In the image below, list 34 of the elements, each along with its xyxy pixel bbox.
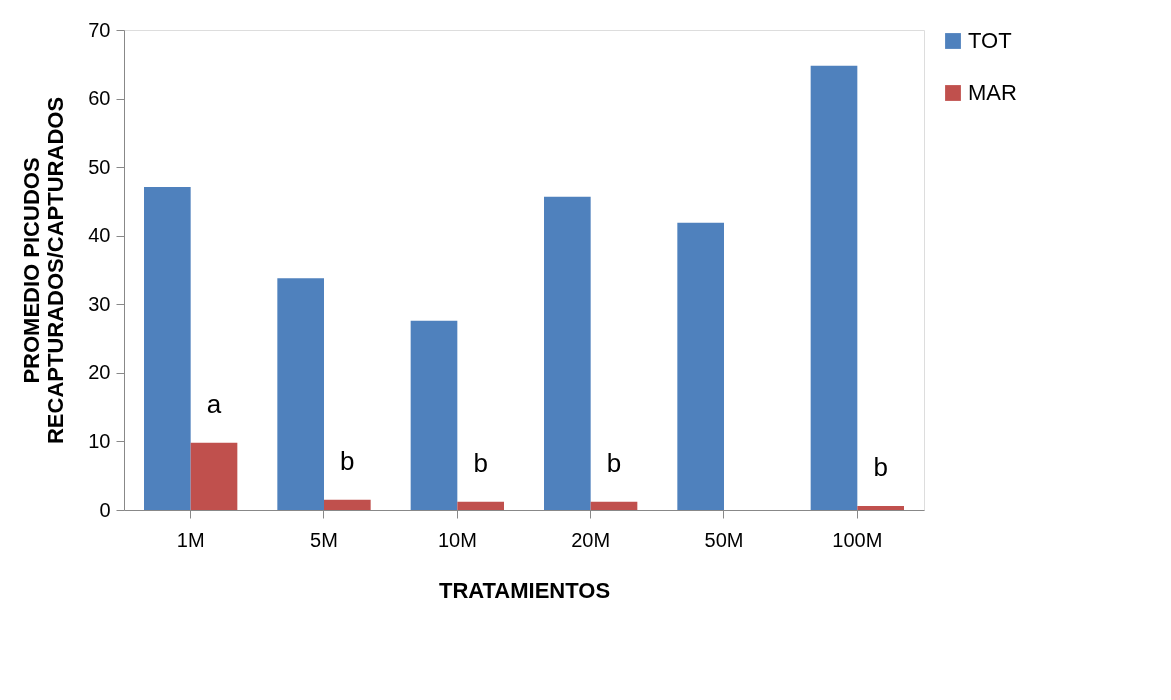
bar — [590, 501, 638, 510]
bar — [544, 196, 591, 510]
bar — [190, 442, 238, 510]
x-tick-label: 5M — [310, 528, 338, 551]
y-tick-label: 60 — [88, 87, 111, 110]
bar — [677, 222, 724, 510]
y-tick-label: 0 — [99, 498, 111, 521]
y-tick-label: 30 — [88, 292, 111, 315]
annotation: a — [206, 388, 222, 419]
annotation: b — [340, 445, 355, 476]
legend-label: TOT — [968, 28, 1012, 53]
legend-label: MAR — [968, 80, 1017, 105]
bar — [324, 499, 371, 510]
bar — [277, 278, 324, 510]
y-tick-label: 20 — [88, 361, 111, 384]
bar — [857, 505, 904, 510]
y-tick-label: 40 — [88, 224, 111, 247]
annotation: b — [873, 451, 888, 482]
y-tick-label: 10 — [88, 429, 111, 452]
x-tick-label: 20M — [571, 528, 611, 551]
bar — [144, 187, 191, 510]
bar — [457, 501, 504, 510]
bar — [810, 65, 858, 510]
annotation: b — [606, 447, 622, 478]
x-tick-label: 1M — [176, 528, 205, 551]
y-tick-label: 70 — [88, 18, 111, 41]
y-axis-title: PROMEDIO PICUDOS RECAPTURADOS/CAPTURADOS — [19, 96, 69, 445]
annotation: b — [473, 447, 488, 478]
y-tick-label: 50 — [88, 155, 111, 178]
x-tick-label: 100M — [832, 528, 883, 551]
x-tick-label: 10M — [437, 528, 477, 551]
x-tick-label: 50M — [704, 528, 744, 551]
x-axis-title: TRATAMIENTOS — [438, 577, 611, 603]
bar — [410, 320, 458, 510]
